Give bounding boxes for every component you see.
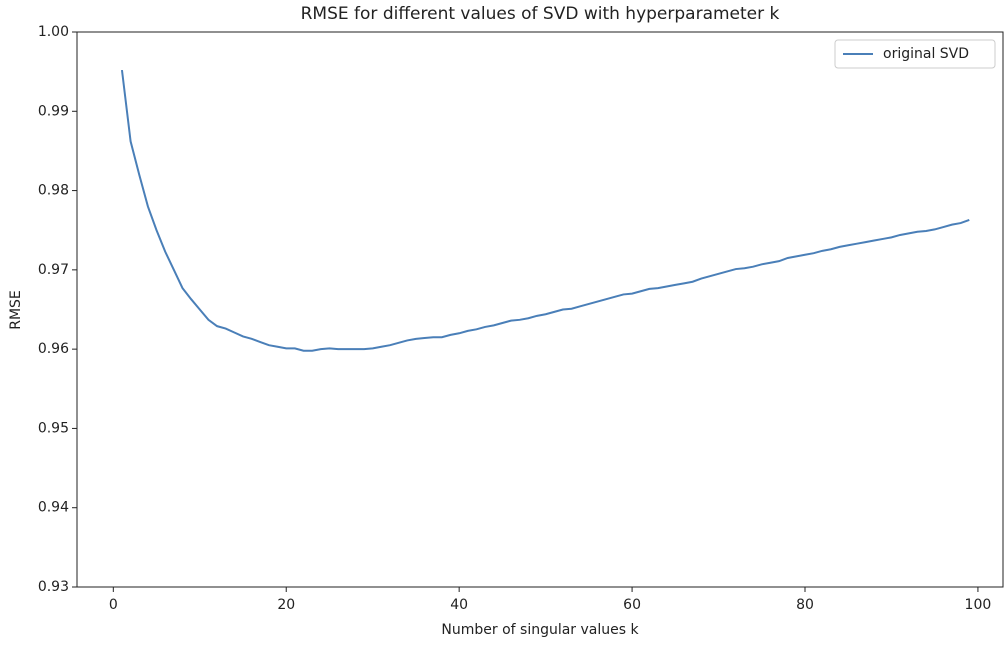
- chart-title: RMSE for different values of SVD with hy…: [301, 4, 780, 24]
- x-axis-label: Number of singular values k: [441, 622, 639, 638]
- legend-label: original SVD: [883, 46, 969, 62]
- y-tick-label: 0.95: [38, 420, 69, 436]
- x-tick-label: 80: [796, 597, 814, 613]
- line: [120, 69, 970, 352]
- plot-frame: [76, 31, 1004, 588]
- x-tick-label: 60: [623, 597, 641, 613]
- y-tick-label: 1.00: [38, 24, 69, 40]
- y-tick-label: 0.98: [38, 183, 69, 199]
- y-tick-label: 0.94: [38, 500, 69, 516]
- y-tick-label: 0.97: [38, 262, 69, 278]
- x-tick-label: 0: [109, 597, 118, 613]
- y-tick-label: 0.93: [38, 579, 69, 595]
- y-tick-label: 0.96: [38, 341, 69, 357]
- x-tick-label: 20: [277, 597, 295, 613]
- x-tick-label: 100: [965, 597, 992, 613]
- legend-box: [834, 39, 996, 69]
- x-tick-label: 40: [450, 597, 468, 613]
- y-axis-label: RMSE: [8, 290, 24, 330]
- y-tick-label: 0.99: [38, 103, 69, 119]
